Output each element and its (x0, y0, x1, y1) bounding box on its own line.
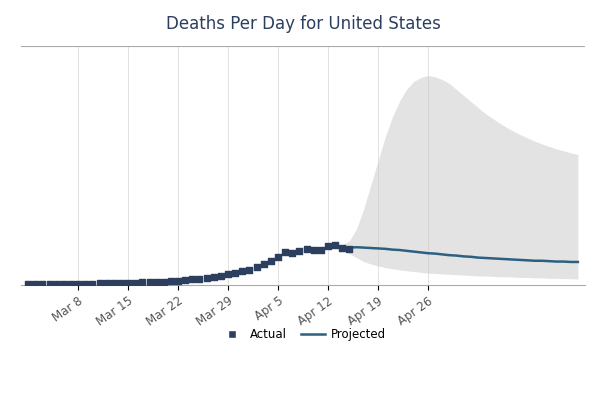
Point (216, 272, 226, 279)
Point (166, 278, 176, 285)
Point (238, 268, 247, 274)
Point (323, 243, 333, 250)
Point (302, 246, 311, 252)
Point (309, 247, 319, 254)
Point (145, 279, 154, 285)
Point (337, 244, 347, 251)
Point (280, 249, 290, 255)
Point (188, 276, 197, 282)
Point (116, 280, 126, 286)
Point (102, 280, 112, 287)
Point (295, 248, 304, 254)
Point (38, 281, 47, 287)
Point (23, 281, 33, 287)
Point (59, 281, 68, 287)
Point (95, 280, 104, 287)
Point (123, 280, 133, 286)
Point (130, 280, 140, 286)
Point (245, 266, 254, 273)
Point (331, 242, 340, 248)
Point (52, 281, 61, 287)
Point (259, 261, 269, 267)
Point (194, 276, 204, 282)
Title: Deaths Per Day for United States: Deaths Per Day for United States (166, 15, 440, 33)
Point (252, 264, 262, 270)
Point (209, 274, 218, 280)
Point (316, 246, 326, 253)
Legend: Actual, Projected: Actual, Projected (215, 323, 391, 346)
Point (266, 258, 275, 264)
Point (202, 275, 211, 281)
Point (109, 280, 119, 286)
Point (181, 277, 190, 284)
Point (223, 271, 233, 277)
Point (88, 281, 97, 287)
Point (173, 278, 183, 284)
Point (230, 270, 240, 276)
Point (31, 281, 40, 287)
Point (152, 279, 161, 285)
Point (137, 279, 147, 286)
Point (344, 246, 354, 252)
Point (73, 281, 83, 287)
Point (66, 281, 76, 287)
Point (80, 281, 90, 287)
Point (287, 250, 297, 256)
Point (45, 281, 55, 287)
Point (273, 254, 283, 260)
Point (159, 279, 169, 285)
